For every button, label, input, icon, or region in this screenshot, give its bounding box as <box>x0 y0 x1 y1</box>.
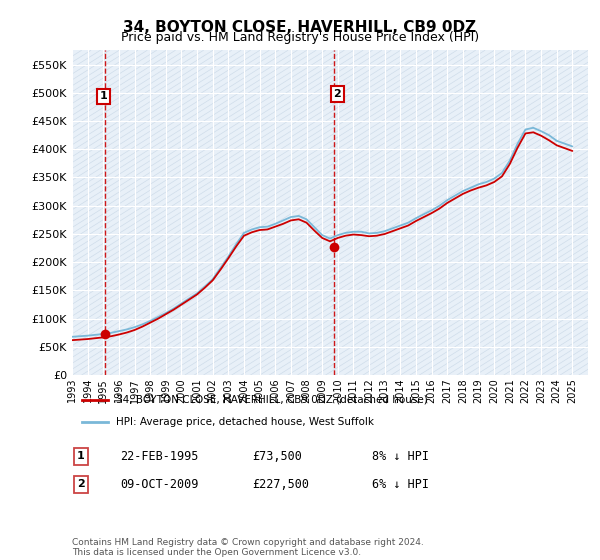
Text: 2: 2 <box>77 479 85 489</box>
Text: Price paid vs. HM Land Registry's House Price Index (HPI): Price paid vs. HM Land Registry's House … <box>121 31 479 44</box>
Text: 8% ↓ HPI: 8% ↓ HPI <box>372 450 429 463</box>
Text: 22-FEB-1995: 22-FEB-1995 <box>120 450 199 463</box>
Text: 1: 1 <box>100 91 107 101</box>
Text: Contains HM Land Registry data © Crown copyright and database right 2024.
This d: Contains HM Land Registry data © Crown c… <box>72 538 424 557</box>
Text: 6% ↓ HPI: 6% ↓ HPI <box>372 478 429 491</box>
Text: HPI: Average price, detached house, West Suffolk: HPI: Average price, detached house, West… <box>116 417 374 427</box>
Text: 34, BOYTON CLOSE, HAVERHILL, CB9 0DZ: 34, BOYTON CLOSE, HAVERHILL, CB9 0DZ <box>124 20 476 35</box>
Text: 09-OCT-2009: 09-OCT-2009 <box>120 478 199 491</box>
Text: £227,500: £227,500 <box>252 478 309 491</box>
Text: 34, BOYTON CLOSE, HAVERHILL, CB9 0DZ (detached house): 34, BOYTON CLOSE, HAVERHILL, CB9 0DZ (de… <box>116 395 428 405</box>
Text: 2: 2 <box>334 89 341 99</box>
Text: £73,500: £73,500 <box>252 450 302 463</box>
Text: 1: 1 <box>77 451 85 461</box>
